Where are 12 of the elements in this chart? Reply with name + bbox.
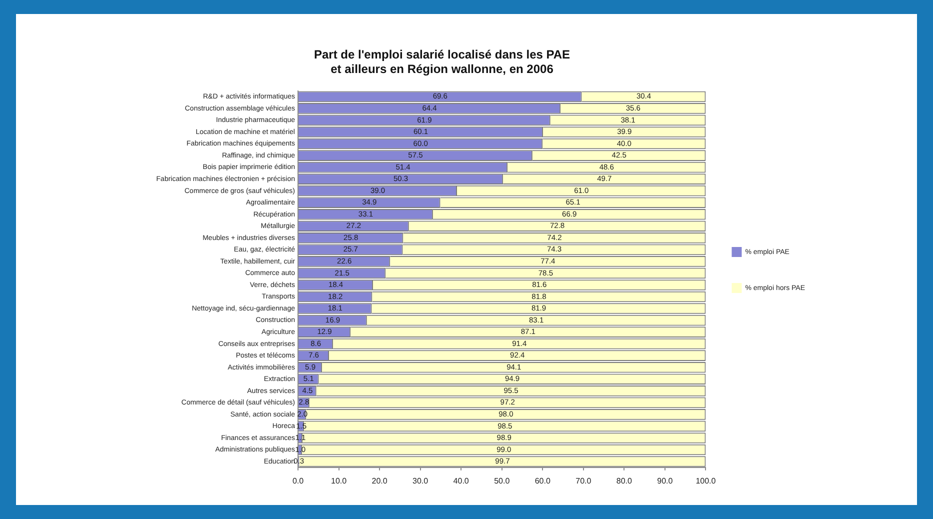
x-tick-label: 80.0 <box>616 476 633 486</box>
x-tick-label: 100.0 <box>696 476 716 486</box>
x-tick-label: 40.0 <box>453 476 470 486</box>
x-tick-label: 90.0 <box>657 476 674 486</box>
x-tick-label: 0.0 <box>292 476 304 486</box>
chart-title: Part de l'emploi salarié localisé dans les PAE et ailleurs en Région wallonne, en 2006 <box>314 48 570 76</box>
x-tick-label: 30.0 <box>412 476 429 486</box>
x-tick-label: 70.0 <box>576 476 592 486</box>
x-tick-label: 20.0 <box>372 476 388 486</box>
x-tick-label: 10.0 <box>330 476 348 486</box>
x-tick-label: 60.0 <box>534 476 551 486</box>
x-tick-label: 50.0 <box>494 476 510 486</box>
